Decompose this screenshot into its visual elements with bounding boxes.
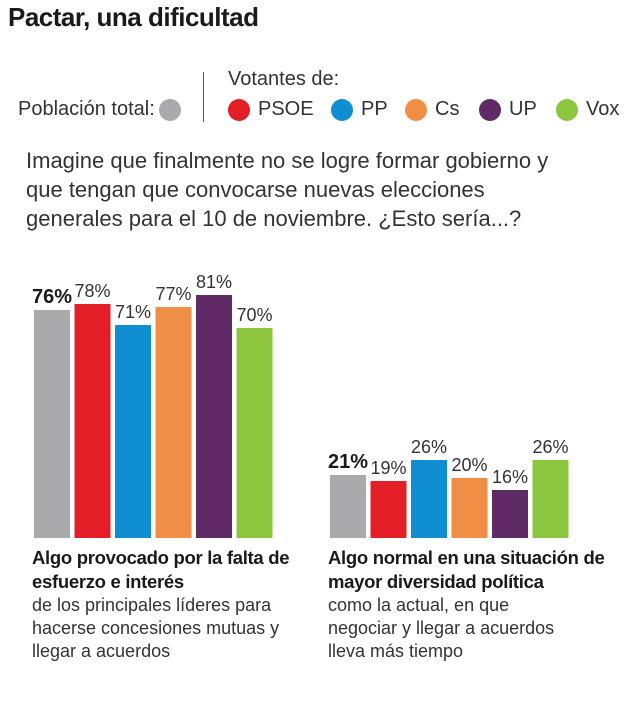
bar-group2-vox: [532, 460, 569, 538]
value-label-group2-pp: 26%: [411, 437, 447, 457]
legend-vox-label: Vox: [586, 98, 620, 120]
legend-pp-dot: [331, 99, 353, 121]
value-label-group1-psoe: 78%: [74, 281, 110, 301]
category-1-bold-label: Algo provocado por la falta de esfuerzo …: [32, 547, 290, 592]
legend-psoe-dot: [228, 99, 250, 121]
value-label-group2-psoe: 19%: [370, 458, 406, 478]
bar-group1-cs: [155, 307, 192, 538]
bar-group2-cs: [451, 478, 488, 538]
legend-psoe-label: PSOE: [258, 98, 314, 120]
value-label-group1-total: 76%: [32, 286, 72, 308]
bar-group1-pp: [115, 325, 151, 538]
bar-group1-psoe: [74, 304, 111, 538]
survey-question: Imagine que finalmente no se logre forma…: [26, 148, 549, 231]
value-label-group2-cs: 20%: [451, 455, 487, 475]
bar-group2-pp: [411, 460, 447, 538]
bar-group1-vox: [236, 328, 273, 538]
bar-group1-up: [196, 295, 232, 538]
category-2-label: Algo normal en una situación de mayor di…: [328, 546, 628, 663]
category-2-bold-label: Algo normal en una situación de mayor di…: [328, 547, 605, 592]
legend-total-label: Población total:: [18, 98, 155, 120]
value-label-group2-vox: 26%: [532, 437, 568, 457]
legend-cs-label: Cs: [435, 98, 460, 120]
legend-up-dot: [479, 99, 501, 121]
value-label-group2-total: 21%: [328, 451, 368, 473]
value-label-group1-cs: 77%: [155, 284, 191, 304]
category-2-sub-label: como la actual, en que negociar y llegar…: [328, 595, 555, 661]
legend-divider: [203, 72, 204, 122]
chart-title: Pactar, una dificultad: [8, 2, 259, 32]
bar-group2-psoe: [370, 481, 407, 538]
value-label-group1-up: 81%: [196, 272, 232, 292]
category-1-label: Algo provocado por la falta de esfuerzo …: [32, 546, 322, 663]
legend-cs-dot: [405, 99, 427, 121]
legend-up-label: UP: [509, 98, 537, 120]
legend-total-dot: [159, 99, 181, 121]
category-1-sub-label: de los principales líderes para hacerse …: [32, 595, 280, 661]
bar-group2-total: [330, 475, 366, 538]
legend-voters-label: Votantes de:: [228, 68, 340, 90]
value-label-group2-up: 16%: [492, 467, 528, 487]
value-label-group1-vox: 70%: [236, 305, 272, 325]
bar-group2-up: [492, 490, 528, 538]
bar-group1-total: [34, 310, 70, 538]
legend-vox-dot: [556, 99, 578, 121]
legend-pp-label: PP: [361, 98, 388, 120]
value-label-group1-pp: 71%: [115, 302, 151, 322]
